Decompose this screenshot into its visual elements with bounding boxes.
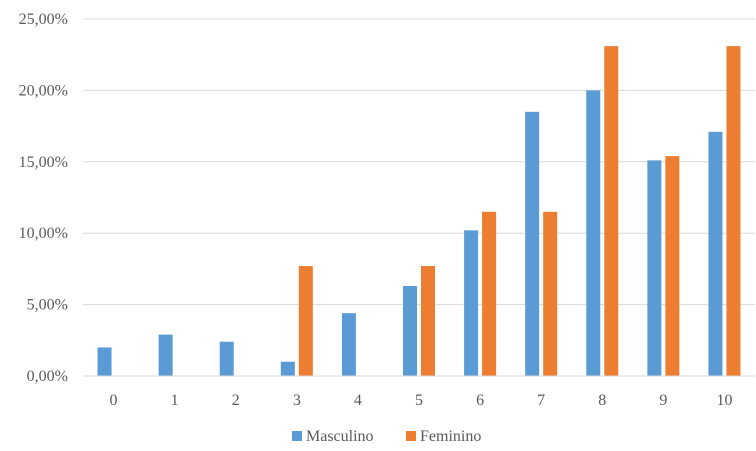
legend-label-feminino: Feminino xyxy=(420,428,481,445)
bar-masculino-8 xyxy=(586,90,601,377)
bar-masculino-2 xyxy=(219,341,234,376)
legend: Masculino Feminino xyxy=(292,428,481,445)
bar-masculino-7 xyxy=(525,111,540,376)
x-tick-label: 1 xyxy=(171,392,179,409)
x-tick-label: 7 xyxy=(537,392,545,409)
x-tick-label: 6 xyxy=(476,392,484,409)
legend-swatch-masculino xyxy=(292,431,302,441)
bar-feminino-3 xyxy=(298,266,313,376)
x-tick-label: 5 xyxy=(415,392,423,409)
x-tick-label: 2 xyxy=(232,392,240,409)
x-tick-label: 3 xyxy=(293,392,301,409)
x-axis: 0 1 2 3 4 5 6 7 8 9 10 xyxy=(83,375,755,409)
gridlines xyxy=(83,18,755,306)
bars xyxy=(97,46,741,377)
y-tick-label: 25,00% xyxy=(19,11,68,28)
bar-masculino-4 xyxy=(341,313,356,376)
bar-feminino-6 xyxy=(482,211,497,376)
y-axis: 0,00% 5,00% 10,00% 15,00% 20,00% 25,00% xyxy=(19,11,68,385)
y-tick-label: 15,00% xyxy=(19,154,68,171)
y-tick-label: 5,00% xyxy=(27,297,68,314)
y-tick-label: 20,00% xyxy=(19,82,68,99)
bar-masculino-1 xyxy=(158,334,173,376)
bar-feminino-8 xyxy=(604,46,619,377)
bar-masculino-9 xyxy=(647,160,662,376)
bar-masculino-10 xyxy=(708,131,723,376)
x-tick-label: 4 xyxy=(354,392,362,409)
bar-masculino-0 xyxy=(97,347,112,376)
x-tick-label: 8 xyxy=(598,392,606,409)
legend-label-masculino: Masculino xyxy=(306,428,374,445)
x-tick-label: 0 xyxy=(110,392,118,409)
bar-feminino-5 xyxy=(421,266,435,376)
y-tick-label: 10,00% xyxy=(19,225,68,242)
bar-masculino-6 xyxy=(464,230,479,376)
legend-swatch-feminino xyxy=(406,431,416,441)
x-tick-label: 10 xyxy=(716,392,732,409)
y-tick-label: 0,00% xyxy=(27,368,68,385)
bar-feminino-10 xyxy=(726,46,741,377)
bar-masculino-5 xyxy=(403,286,417,376)
bar-feminino-9 xyxy=(665,156,680,376)
x-tick-label: 9 xyxy=(659,392,667,409)
bar-masculino-3 xyxy=(280,361,295,376)
bar-feminino-7 xyxy=(543,211,558,376)
